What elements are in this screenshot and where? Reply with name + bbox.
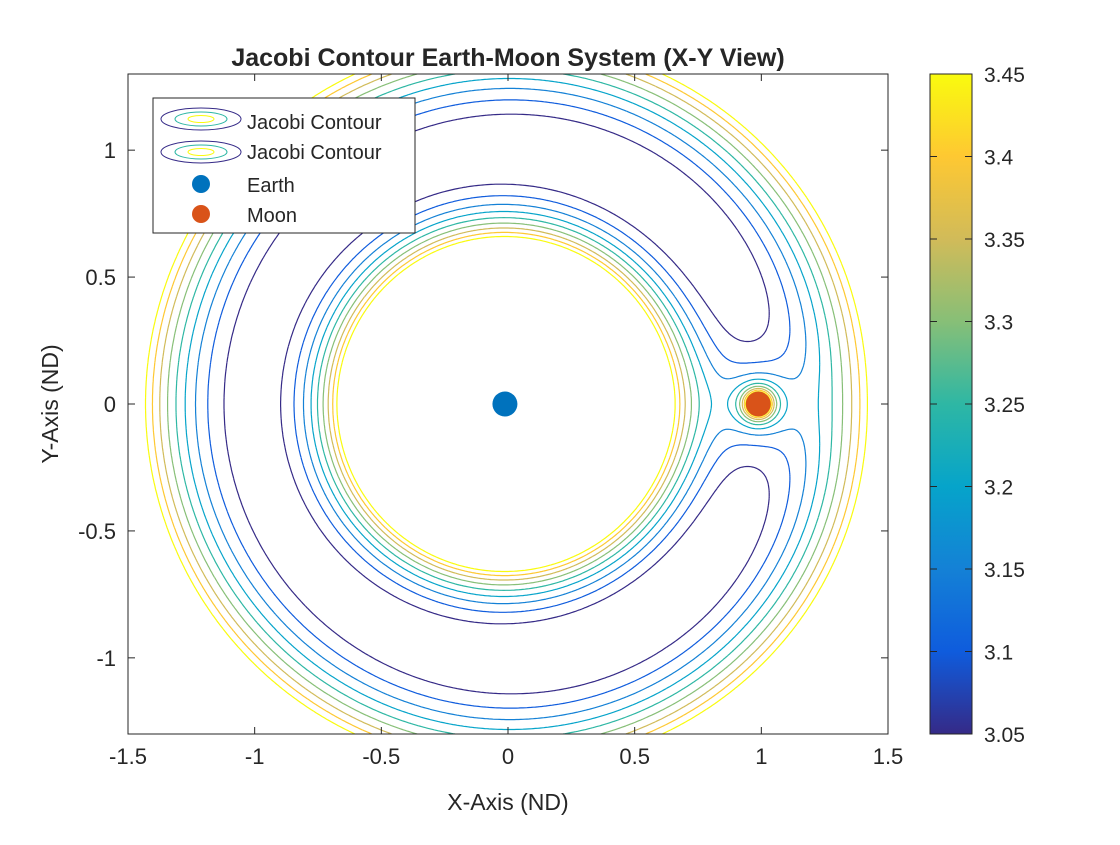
x-tick-label: -0.5 [362,744,400,769]
legend-earth-marker [192,175,210,193]
contour-level-line [167,74,844,734]
legend-label-jacobi-2: Jacobi Contour [247,142,382,164]
y-tick-label: 1 [104,138,116,163]
y-tick-label: -0.5 [78,519,116,544]
chart-title: Jacobi Contour Earth-Moon System (X-Y Vi… [231,44,784,72]
x-axis-label: X-Axis (ND) [447,789,568,815]
y-axis-label: Y-Axis (ND) [37,344,63,463]
contour-level-line [223,113,770,695]
colorbar: 3.05 3.1 3.15 3.2 3.25 3.3 3.35 3.4 3.45 [929,64,1025,747]
legend-moon-marker [192,205,210,223]
legend[interactable]: Jacobi Contour Jacobi Contour Earth Moon [152,97,416,234]
colorbar-tick-label: 3.35 [984,229,1025,252]
x-tick-label: 0.5 [619,744,650,769]
colorbar-tick-label: 3.25 [984,394,1025,417]
legend-label-jacobi-1: Jacobi Contour [247,112,382,134]
x-tick-label: -1.5 [109,744,147,769]
colorbar-ticks: 3.05 3.1 3.15 3.2 3.25 3.3 3.35 3.4 3.45 [930,64,1025,747]
y-tick-label: 0 [104,392,116,417]
colorbar-tick-label: 3.3 [984,312,1013,335]
colorbar-tick-label: 3.15 [984,559,1025,582]
colorbar-tick-label: 3.1 [984,642,1013,665]
y-tick-label: -1 [96,646,116,671]
x-tick-label: 1 [755,744,767,769]
colorbar-tick-label: 3.45 [984,64,1025,87]
earth-marker [492,391,518,417]
x-tick-label: -1 [245,744,265,769]
legend-contour-icon [160,140,242,164]
contour-level-line [175,74,833,734]
legend-label-moon: Moon [247,205,297,227]
legend-contour-icon [160,107,242,131]
x-tick-label: 1.5 [873,744,904,769]
colorbar-tick-label: 3.4 [984,147,1014,170]
colorbar-tick-label: 3.05 [984,724,1025,747]
bodies [492,391,771,417]
x-tick-label: 0 [502,744,514,769]
y-tick-label: 0.5 [85,265,116,290]
x-axis-ticks: -1.5 -1 -0.5 0 0.5 1 1.5 [109,74,903,769]
y-axis-ticks: -1 -0.5 0 0.5 1 [78,138,888,671]
contour-lines [144,74,868,734]
legend-label-earth: Earth [247,175,295,197]
moon-marker [745,391,771,417]
colorbar-tick-label: 3.2 [984,477,1013,500]
